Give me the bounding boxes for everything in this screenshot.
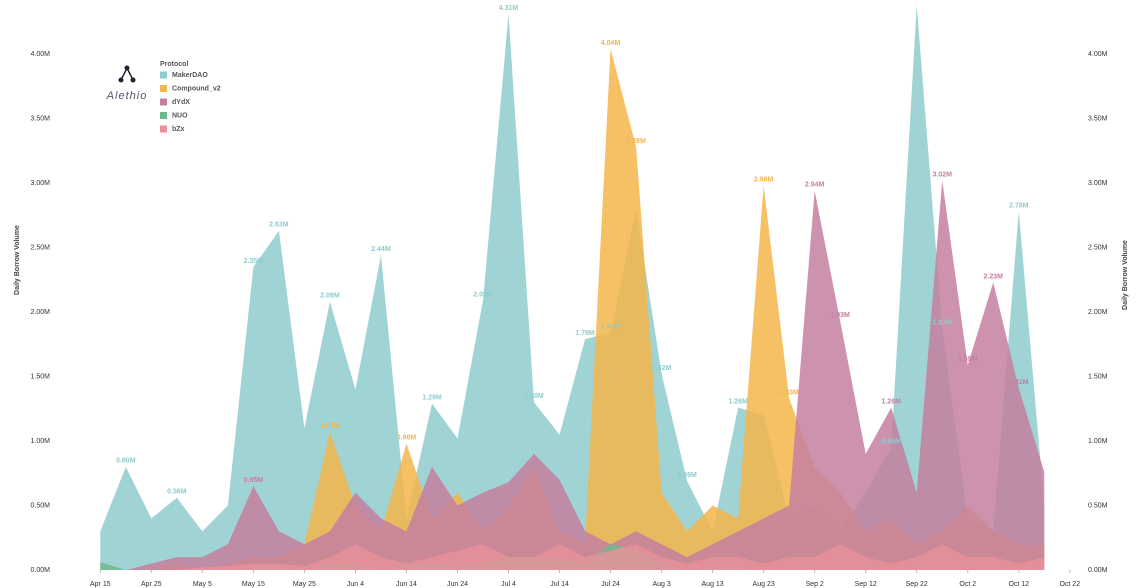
value-label: 1.84M	[601, 324, 621, 331]
value-label: 0.98M	[397, 434, 417, 441]
value-label: 1.33M	[779, 389, 799, 396]
area	[100, 544, 1045, 570]
x-tick-label: Oct 2	[959, 581, 976, 588]
value-label: 1.29M	[422, 394, 442, 401]
y-tick-label: 0.50M	[31, 502, 51, 509]
y-tick-label: 1.00M	[31, 438, 51, 445]
x-tick-label: Oct 22	[1059, 581, 1080, 588]
y2-axis-title: Daily Borrow Volume	[1122, 240, 1129, 310]
legend-swatch	[160, 85, 167, 92]
x-tick-label: Aug 13	[702, 581, 724, 588]
legend-label: MakerDAO	[172, 72, 208, 79]
x-tick-label: Jun 24	[447, 581, 468, 588]
value-label: 1.41M	[1009, 379, 1029, 386]
x-tick-label: Jul 4	[501, 581, 516, 588]
y-tick-label: 3.50M	[31, 115, 51, 122]
x-tick-label: May 25	[293, 581, 316, 588]
x-tick-label: Jun 4	[347, 581, 364, 588]
value-label: 1.59M	[958, 356, 978, 363]
value-label: 0.65M	[244, 477, 264, 484]
y2-tick-label: 3.00M	[1088, 180, 1108, 187]
logo-text: Alethio	[106, 90, 148, 102]
value-label: 0.95M	[881, 438, 901, 445]
y2-tick-label: 0.00M	[1088, 567, 1108, 574]
y-tick-label: 2.50M	[31, 244, 51, 251]
plot	[100, 5, 1045, 571]
value-label: 2.08M	[320, 293, 340, 300]
x-tick-label: Sep 22	[906, 581, 928, 588]
value-label: 0.80M	[116, 458, 136, 465]
y2-tick-label: 1.00M	[1088, 438, 1108, 445]
value-label: 1.26M	[881, 398, 901, 405]
value-label: 1.26M	[728, 398, 748, 405]
value-label: 2.98M	[754, 177, 774, 184]
y2-tick-label: 0.50M	[1088, 502, 1108, 509]
value-label: 2.23M	[984, 273, 1004, 280]
x-tick-label: Jun 14	[396, 581, 417, 588]
legend-swatch	[160, 98, 167, 106]
y-tick-label: 4.00M	[31, 51, 51, 58]
value-label: 1.87M	[932, 320, 952, 327]
y-tick-label: 2.00M	[31, 309, 51, 316]
x-tick-label: Apr 25	[141, 581, 162, 588]
legend-swatch	[160, 112, 167, 119]
y2-tick-label: 1.50M	[1088, 373, 1108, 380]
legend-label: NUO	[172, 112, 188, 119]
value-label: 4.04M	[601, 40, 621, 47]
y-tick-label: 3.00M	[31, 180, 51, 187]
value-label: 2.78M	[1009, 202, 1029, 209]
value-label: 2.63M	[269, 222, 289, 229]
legend-title: Protocol	[160, 61, 188, 68]
x-tick-label: Sep 12	[855, 581, 877, 588]
x-tick-label: Apr 15	[90, 581, 111, 588]
value-label: 4.31M	[499, 5, 519, 12]
value-label: 1.79M	[575, 330, 595, 337]
value-label: 2.09M	[473, 291, 493, 298]
value-label: 1.30M	[524, 393, 544, 400]
value-label: 3.02M	[932, 171, 952, 178]
y2-tick-label: 4.00M	[1088, 51, 1108, 58]
area	[100, 180, 1045, 571]
value-label: 2.94M	[805, 182, 825, 189]
legend-swatch	[160, 125, 167, 133]
x-tick-label: Aug 3	[652, 581, 670, 588]
y2-tick-label: 3.50M	[1088, 115, 1108, 122]
value-label: 0.56M	[167, 489, 187, 496]
x-tick-label: Aug 23	[753, 581, 775, 588]
x-tick-label: May 5	[193, 581, 212, 588]
value-label: 1.52M	[652, 365, 672, 372]
y2-tick-label: 2.50M	[1088, 244, 1108, 251]
x-tick-label: Jul 24	[601, 581, 620, 588]
value-label: 1.07M	[320, 423, 340, 430]
x-tick-label: May 15	[242, 581, 265, 588]
value-label: 1.93M	[830, 312, 850, 319]
legend-label: bZx	[172, 126, 185, 133]
y2-tick-label: 2.00M	[1088, 309, 1108, 316]
y-axis-title: Daily Borrow Volume	[14, 225, 21, 295]
value-label: 2.35M	[244, 258, 264, 265]
x-tick-label: Oct 12	[1008, 581, 1029, 588]
area	[100, 5, 1045, 570]
legend-label: dYdX	[172, 99, 190, 106]
value-label: 3.28M	[626, 138, 646, 145]
y-tick-label: 0.00M	[31, 567, 51, 574]
y-tick-label: 1.50M	[31, 373, 51, 380]
legend-label: Compound_v2	[172, 85, 221, 92]
x-tick-label: Sep 2	[806, 581, 824, 588]
logo	[118, 65, 136, 83]
x-tick-label: Jul 14	[550, 581, 569, 588]
value-label: 0.69M	[677, 472, 697, 479]
value-label: 2.44M	[371, 246, 391, 253]
legend-swatch	[160, 71, 167, 79]
